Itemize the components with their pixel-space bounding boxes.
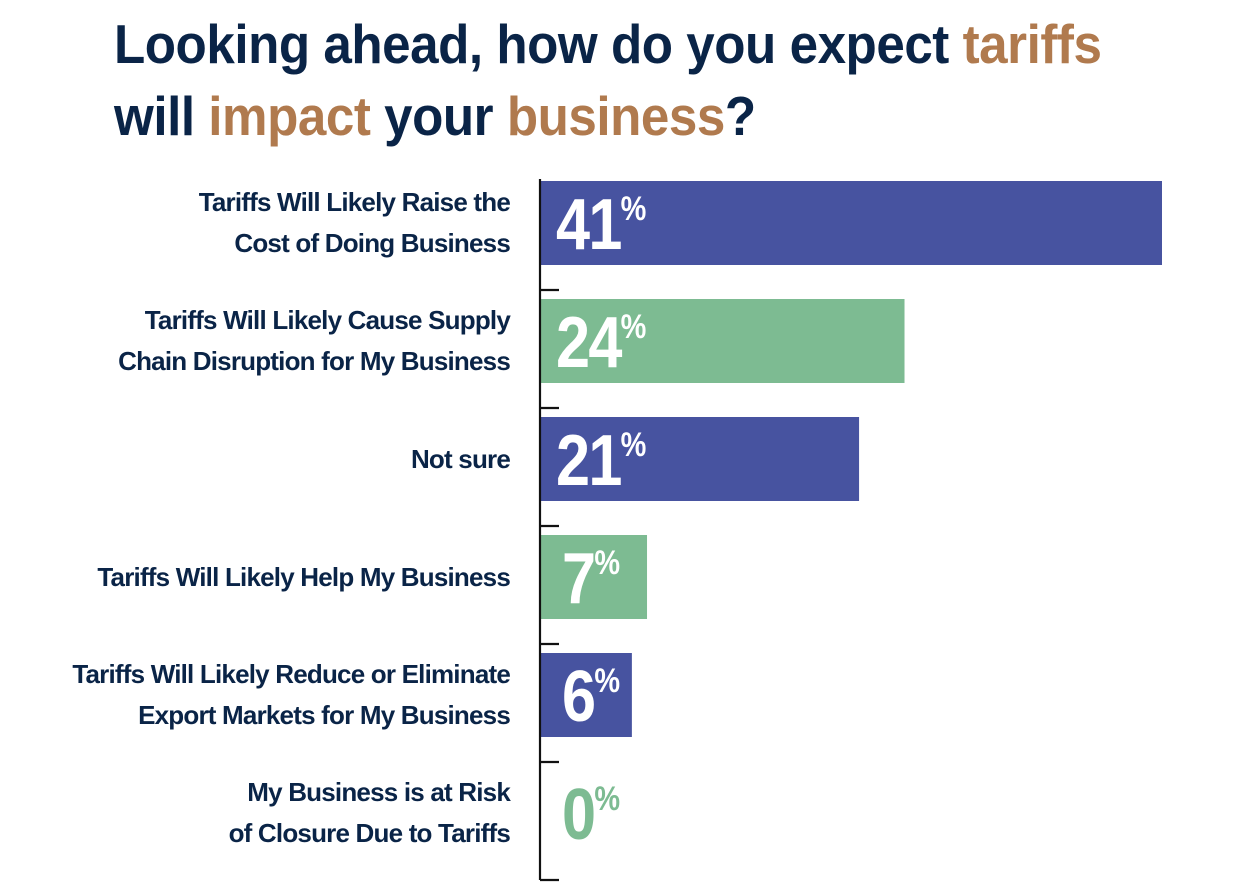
title-text: Looking ahead, how do you expect xyxy=(114,13,963,75)
title-text: ? xyxy=(724,85,756,147)
value-label: 41% xyxy=(556,189,646,261)
category-label: Tariffs Will Likely Help My Business xyxy=(97,561,510,592)
value-number: 21 xyxy=(556,421,622,501)
category-label: Tariffs Will Likely Raise the Cost of Do… xyxy=(198,187,511,258)
title-accent-word: business xyxy=(506,85,725,147)
title-line-2: will impact your business? xyxy=(114,80,1174,152)
bar xyxy=(541,653,632,737)
category-label: My Business is at Risk of Closure Due to… xyxy=(228,777,511,848)
title-line-1: Looking ahead, how do you expect tariffs xyxy=(114,8,1174,80)
value-label: 0% xyxy=(562,779,620,851)
percent-sign: % xyxy=(594,544,621,582)
value-number: 41 xyxy=(556,185,622,265)
title-text: your xyxy=(370,85,507,147)
bar xyxy=(541,535,648,619)
percent-sign: % xyxy=(594,662,621,700)
title-accent-word: impact xyxy=(208,85,371,147)
value-label: 21% xyxy=(556,425,646,497)
category-label: Not sure xyxy=(410,443,511,474)
title-accent-word: tariffs xyxy=(962,13,1102,75)
chart-title: Looking ahead, how do you expect tariffs… xyxy=(114,8,1174,152)
percent-sign: % xyxy=(620,426,647,464)
value-number: 7 xyxy=(562,539,596,619)
percent-sign: % xyxy=(620,190,647,228)
bar xyxy=(541,417,860,501)
bar xyxy=(541,181,1162,265)
percent-sign: % xyxy=(620,308,647,346)
bar xyxy=(541,299,905,383)
title-text: will xyxy=(114,85,209,147)
value-label: 24% xyxy=(556,307,646,379)
value-number: 24 xyxy=(556,303,622,383)
category-label: Tariffs Will Likely Cause Supply Chain D… xyxy=(118,305,511,376)
value-number: 0 xyxy=(562,775,596,855)
percent-sign: % xyxy=(594,780,621,818)
value-label: 6% xyxy=(562,661,620,733)
value-label: 7% xyxy=(562,543,620,615)
value-number: 6 xyxy=(562,657,596,737)
category-label: Tariffs Will Likely Reduce or Eliminate … xyxy=(72,659,510,730)
